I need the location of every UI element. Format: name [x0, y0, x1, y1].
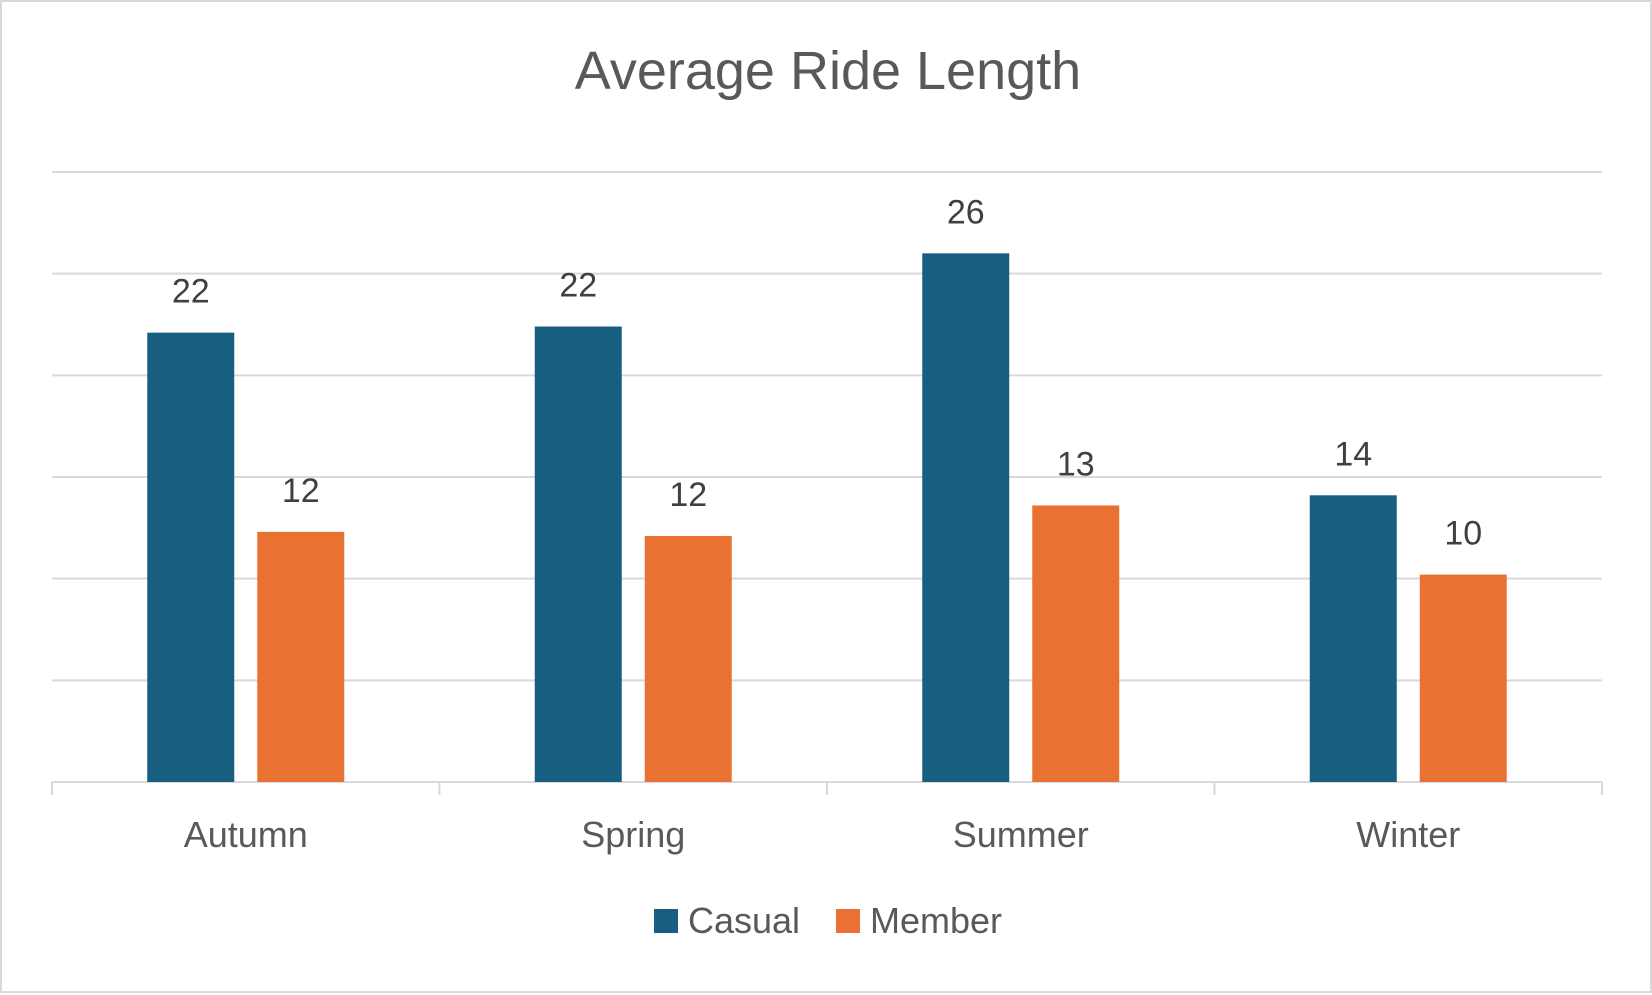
bar-member-winter [1419, 574, 1507, 782]
legend-swatch-casual [653, 909, 678, 933]
x-tick-label-autumn: Autumn [184, 814, 308, 855]
legend-item-member: Member [836, 900, 1002, 942]
bar-member-spring [644, 535, 732, 782]
data-label-member-autumn: 12 [282, 472, 320, 510]
x-tick-label-winter: Winter [1356, 814, 1460, 855]
data-label-member-winter: 10 [1444, 515, 1482, 553]
data-label-casual-spring: 22 [559, 267, 597, 305]
legend-label-casual: Casual [687, 900, 801, 941]
legend-swatch-member [836, 909, 861, 933]
x-tick-label-summer: Summer [953, 814, 1089, 855]
chart-title: Average Ride Length [574, 41, 1082, 101]
legend-item-casual: Casual [653, 900, 801, 942]
data-label-member-spring: 12 [669, 476, 707, 514]
legend-label-member: Member [870, 900, 1003, 941]
data-label-member-summer: 13 [1057, 445, 1095, 483]
data-label-casual-summer: 26 [947, 193, 985, 231]
bar-member-autumn [257, 531, 345, 782]
bar-casual-autumn [147, 332, 235, 782]
data-label-casual-winter: 14 [1334, 435, 1372, 473]
bar-casual-winter [1309, 495, 1397, 782]
bar-casual-summer [922, 253, 1010, 783]
bar-casual-spring [534, 326, 622, 782]
x-tick-label-spring: Spring [581, 814, 685, 855]
data-label-casual-autumn: 22 [172, 273, 210, 311]
bar-member-summer [1032, 505, 1120, 782]
legend: Casual Member [2, 900, 1652, 942]
